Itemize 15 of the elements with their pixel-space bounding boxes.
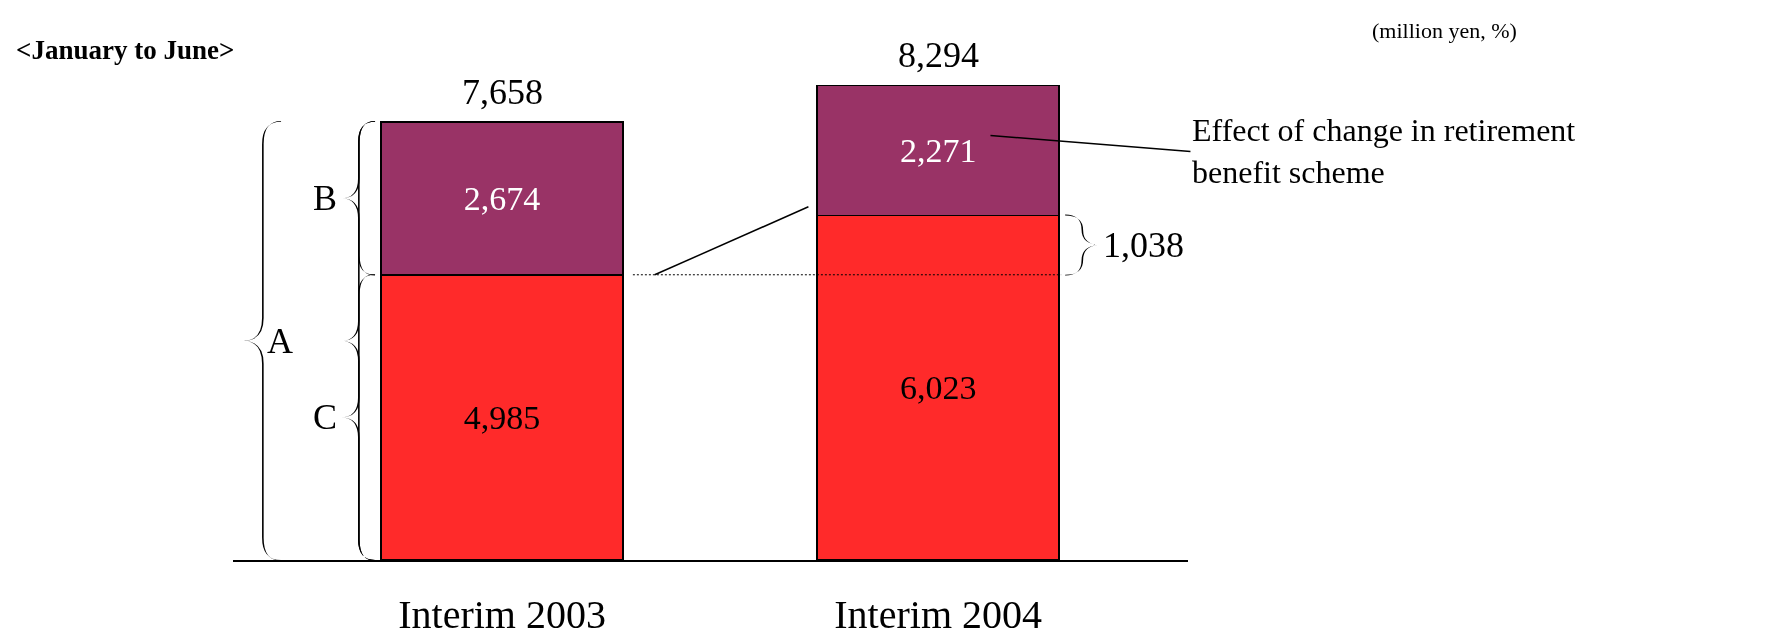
- data-label: 6,023: [899, 369, 977, 407]
- total-label: 7,658: [462, 72, 543, 112]
- x-tick-label: Interim 2003: [398, 591, 606, 637]
- text: Effect of change in retirement benefit scheme: [1192, 112, 1576, 190]
- text: (million yen, %): [1372, 18, 1517, 43]
- data-label: 4,985: [463, 398, 541, 436]
- series-label: C: [313, 397, 338, 437]
- total-label: 8,294: [898, 35, 979, 75]
- data-label: 2,674: [463, 179, 541, 217]
- series-label: B: [313, 178, 338, 218]
- annotation: 1,038: [1103, 225, 1184, 265]
- data-label: 2,271: [899, 131, 977, 169]
- x-tick-label: Interim 2004: [834, 591, 1042, 637]
- text: <January to June>: [16, 35, 235, 65]
- annotation: A: [267, 321, 293, 361]
